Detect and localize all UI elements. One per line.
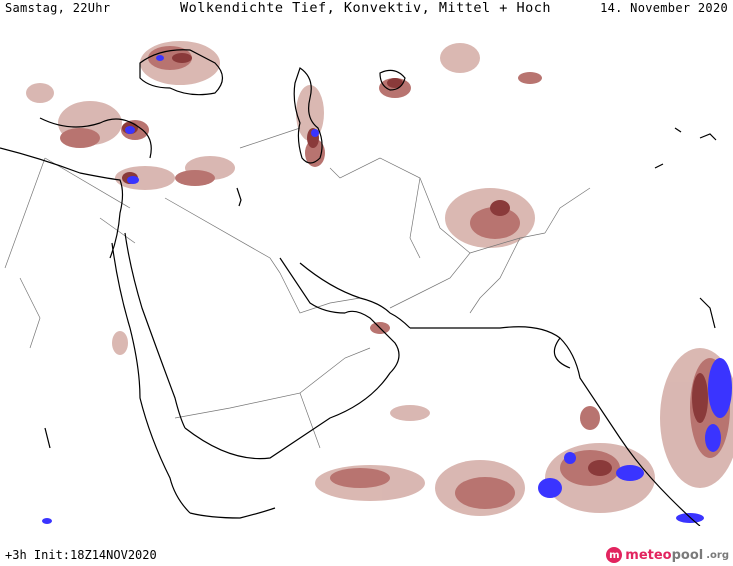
meteopool-logo[interactable]: m meteopool .org bbox=[606, 547, 729, 563]
logo-mark-icon: m bbox=[606, 547, 623, 563]
logo-brand-a: meteo bbox=[625, 547, 672, 563]
map-title: Wolkendichte Tief, Konvektiv, Mittel + H… bbox=[180, 0, 551, 16]
map-background bbox=[0, 18, 733, 526]
cloud-density-map bbox=[0, 18, 733, 526]
logo-tld: .org bbox=[706, 549, 729, 561]
coastlines bbox=[0, 49, 717, 526]
run-date: 14. November 2020 bbox=[600, 1, 728, 15]
run-day-time: Samstag, 22Uhr bbox=[5, 1, 111, 15]
logo-brand-b: pool bbox=[671, 547, 704, 563]
init-info: +3h Init:18Z14NOV2020 bbox=[5, 548, 157, 562]
logo-wordmark: meteopool bbox=[625, 548, 703, 563]
